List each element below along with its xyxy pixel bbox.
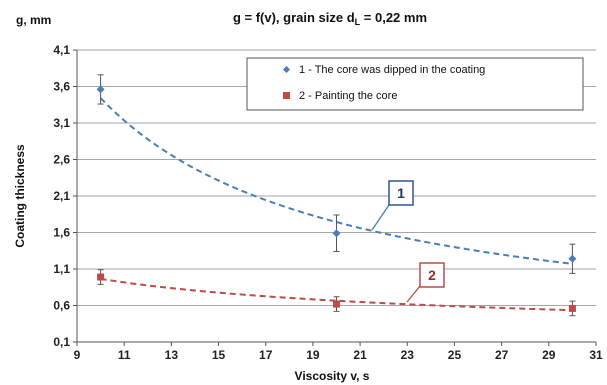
y-tick-label: 2,1 — [53, 189, 70, 203]
x-tick-label: 11 — [118, 348, 131, 362]
y-axis-title: Coating thickness — [13, 144, 27, 248]
y-tick-label: 3,1 — [53, 116, 70, 130]
legend-marker-2 — [283, 92, 290, 99]
legend: 1 - The core was dipped in the coating 2… — [246, 57, 584, 111]
data-point-series-1 — [332, 229, 341, 238]
y-tick-label: 1,6 — [53, 226, 70, 240]
legend-label-1: 1 - The core was dipped in the coating — [299, 64, 485, 76]
chart-title: g = f(v), grain size dL = 0,22 mm — [233, 10, 427, 27]
x-tick-label: 29 — [542, 348, 556, 362]
data-point-series-1 — [96, 85, 105, 94]
callout-1-box — [388, 180, 414, 206]
data-points — [96, 85, 577, 312]
callout-2-leader — [406, 285, 421, 303]
y-tick-labels: 0,1 0,6 1,1 1,6 2,1 2,6 3,1 3,6 4,1 — [53, 43, 70, 349]
x-tick-label: 17 — [259, 348, 273, 362]
y-tick-label: 3,6 — [53, 80, 70, 94]
legend-marker-1 — [282, 65, 291, 74]
data-point-series-2 — [568, 304, 576, 312]
y-tick-label: 0,1 — [53, 335, 70, 349]
x-tick-label: 9 — [74, 348, 81, 362]
x-tick-label: 13 — [165, 348, 179, 362]
x-tick-label: 19 — [306, 348, 320, 362]
y-tick-label: 0,6 — [53, 299, 70, 313]
x-tick-label: 23 — [401, 348, 415, 362]
trend-line-2 — [100, 277, 573, 312]
y-axis-unit-label: g, mm — [16, 13, 51, 27]
y-tick-label: 2,6 — [53, 153, 70, 167]
trend-lines — [99, 97, 573, 312]
callout-2-box — [419, 262, 445, 288]
callout-2-label: 2 — [428, 267, 436, 283]
data-point-series-1 — [568, 254, 577, 263]
legend-label-2: 2 - Painting the core — [299, 90, 397, 102]
x-tick-label: 15 — [212, 348, 226, 362]
y-tick-label: 1,1 — [53, 262, 70, 276]
x-tick-label: 27 — [495, 348, 509, 362]
y-tick-label: 4,1 — [53, 43, 70, 57]
callout-2: 2 — [406, 262, 445, 303]
x-tick-label: 25 — [448, 348, 462, 362]
data-point-series-2 — [333, 300, 340, 308]
legend-box — [246, 57, 584, 111]
x-tick-label: 31 — [589, 348, 603, 362]
error-bars — [97, 74, 576, 317]
callout-1: 1 — [371, 180, 414, 231]
data-point-series-2 — [97, 273, 105, 281]
x-tick-labels: 9 11 13 15 17 19 21 23 25 27 29 31 — [74, 348, 603, 362]
x-tick-label: 21 — [353, 348, 367, 362]
axes — [76, 50, 596, 343]
x-axis-title: Viscosity v, s — [295, 369, 370, 383]
callout-1-leader — [371, 204, 390, 231]
callout-1-label: 1 — [397, 185, 405, 201]
